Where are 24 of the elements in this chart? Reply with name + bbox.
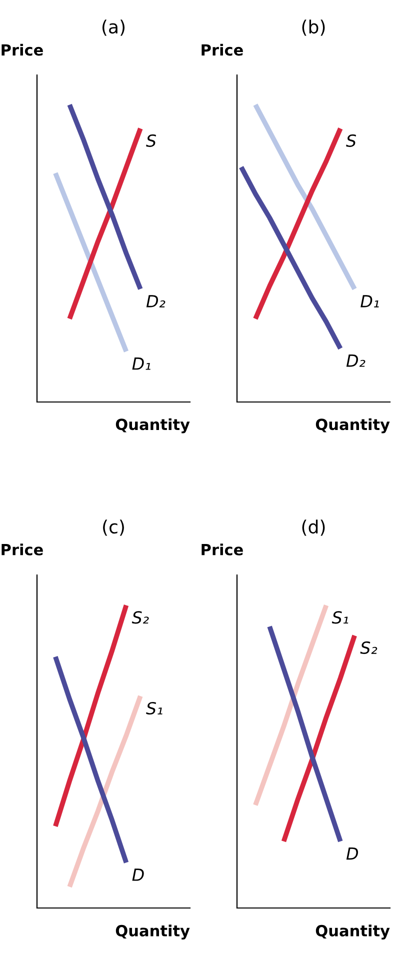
chart-title: (b) [302, 20, 325, 36]
series-label: D₁ [360, 295, 379, 308]
series-label: D [346, 847, 358, 860]
y-axis-title: Price [202, 544, 243, 556]
chart-title: (d) [302, 520, 325, 536]
y-axis-title: Price [202, 44, 243, 56]
x-axis-title: Quantity [316, 924, 390, 940]
x-axis-title: Quantity [116, 924, 190, 940]
y-axis-title: Price [2, 44, 43, 56]
series-label: S₂ [132, 611, 149, 624]
chart-title: (c) [103, 520, 124, 536]
x-axis-title: Quantity [116, 418, 190, 434]
series-label: S [146, 134, 156, 147]
series-label: S₁ [332, 611, 348, 624]
x-axis-title: Quantity [316, 418, 390, 434]
series-label: D₁ [132, 358, 150, 370]
chart-title: (a) [102, 20, 125, 36]
series-label: D [132, 868, 144, 881]
series-label: D₂ [346, 354, 366, 367]
series-label: S₁ [146, 702, 162, 715]
y-axis-title: Price [2, 544, 43, 556]
series-label: S [346, 134, 356, 147]
series-label: S₂ [360, 641, 378, 654]
series-label: D₂ [146, 295, 166, 308]
